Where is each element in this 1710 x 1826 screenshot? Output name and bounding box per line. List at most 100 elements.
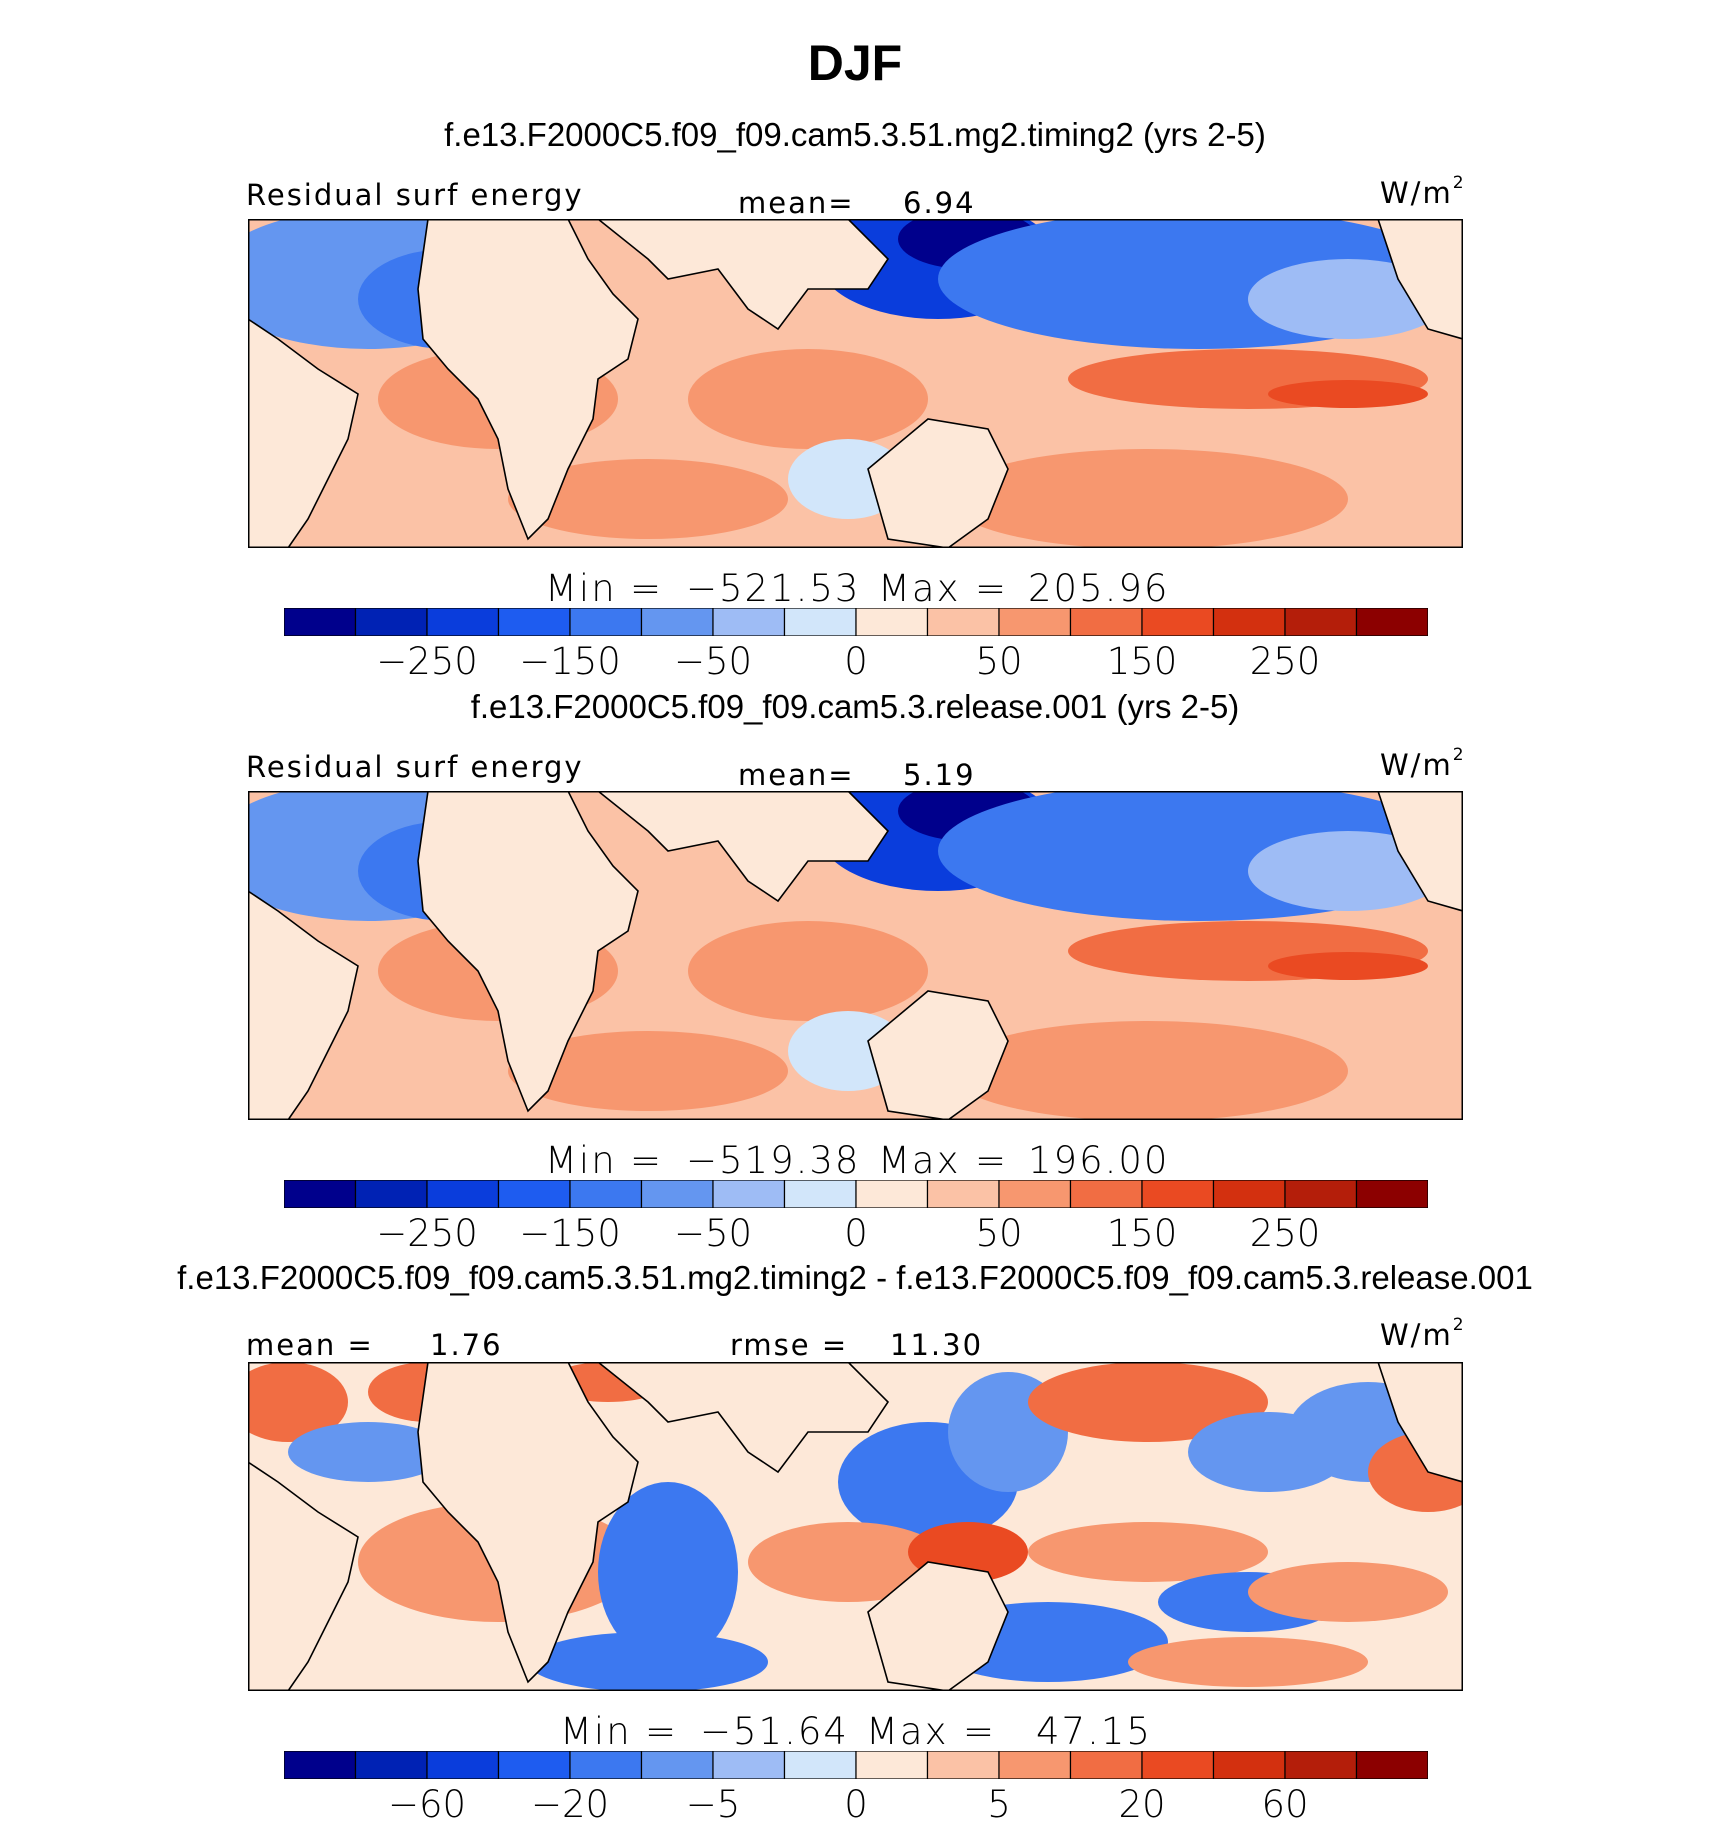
panel-3-colorbar	[284, 1751, 1428, 1779]
colorbar-tick-label: −150	[519, 1212, 621, 1255]
colorbar-tick-label: −5	[685, 1783, 741, 1826]
land-outline	[417, 1362, 639, 1684]
panel-2-map	[248, 791, 1463, 1120]
land-outline	[867, 1561, 1009, 1691]
panel-2-min-value: −519.38	[686, 1139, 861, 1182]
colorbar-tick-label: −50	[673, 640, 753, 683]
colorbar-box	[284, 608, 357, 636]
colorbar-box	[497, 1751, 571, 1779]
colorbar-box	[354, 1180, 428, 1208]
panel-2-min-eq: =	[630, 1139, 664, 1182]
colorbar-box	[569, 608, 643, 636]
figure-title: DJF	[807, 35, 903, 91]
panel-2-variable-label: Residual surf energy	[246, 750, 584, 784]
panel-1-min-eq: =	[630, 567, 664, 610]
panel-3-min-label: Min	[560, 1710, 632, 1753]
panel-1-max-label: Max	[878, 567, 961, 610]
land-outline	[596, 791, 890, 903]
colorbar-box	[855, 1751, 929, 1779]
colorbar-box	[783, 608, 857, 636]
panel-3-rmse-label: rmse =	[730, 1328, 849, 1362]
panel-3-map	[248, 1362, 1463, 1691]
map-frame	[248, 219, 1463, 548]
panel-1-colorbar	[284, 608, 1428, 636]
field-contour	[508, 459, 788, 539]
colorbar-box	[1212, 1751, 1286, 1779]
panel-2-mean-value: 5.19	[903, 758, 976, 792]
panel-2-case-title: f.e13.F2000C5.f09_f09.cam5.3.release.001…	[470, 688, 1240, 725]
field-contour	[1268, 952, 1428, 980]
land-outline	[417, 219, 639, 541]
field-contour	[1028, 1522, 1268, 1582]
colorbar-tick-label: 0	[844, 1783, 868, 1826]
colorbar-box	[284, 1751, 357, 1779]
panel-3-mean-value: 1.76	[430, 1328, 503, 1362]
field-contour	[948, 1021, 1348, 1120]
panel-2-colorbar	[284, 1180, 1428, 1208]
field-contour	[528, 1632, 768, 1691]
colorbar-box	[1141, 1751, 1215, 1779]
panel-2-max-eq: =	[975, 1139, 1009, 1182]
panel-1-map	[248, 219, 1463, 548]
colorbar-tick-label: −60	[387, 1783, 467, 1826]
colorbar-box	[712, 1751, 786, 1779]
colorbar-tick-label: 50	[975, 640, 1023, 683]
colorbar-box	[426, 608, 500, 636]
colorbar-box	[354, 608, 428, 636]
colorbar-box	[712, 1180, 786, 1208]
colorbar-box	[712, 608, 786, 636]
land-outline	[867, 418, 1009, 548]
land-outline	[1377, 791, 1463, 912]
panel-2-mean-label: mean=	[738, 758, 855, 792]
colorbar-box	[926, 608, 1000, 636]
colorbar-box	[1355, 1751, 1428, 1779]
colorbar-tick-label: −150	[519, 640, 621, 683]
colorbar-box	[426, 1180, 500, 1208]
colorbar-box	[1284, 1180, 1358, 1208]
panel-1-variable-label: Residual surf energy	[246, 178, 584, 212]
land-outline	[248, 890, 359, 1120]
colorbar-box	[1212, 608, 1286, 636]
colorbar-box	[855, 1180, 929, 1208]
panel-1-mean-value: 6.94	[903, 186, 976, 220]
field-contour	[948, 449, 1348, 548]
colorbar-box	[497, 1180, 571, 1208]
panel-1-case-title: f.e13.F2000C5.f09_f09.cam5.3.51.mg2.timi…	[444, 116, 1266, 153]
field-contour	[748, 1522, 948, 1602]
colorbar-box	[998, 608, 1072, 636]
colorbar-box	[1355, 608, 1428, 636]
panel-1-max-eq: =	[975, 567, 1009, 610]
panel-2-min-label: Min	[545, 1139, 617, 1182]
panel-1-min-label: Min	[545, 567, 617, 610]
field-contour	[688, 349, 928, 449]
field-contour	[1248, 1562, 1448, 1622]
colorbar-box	[640, 1180, 714, 1208]
colorbar-tick-label: 5	[987, 1783, 1011, 1826]
panel-3-max-label: Max	[866, 1710, 949, 1753]
colorbar-tick-label: 0	[844, 640, 868, 683]
colorbar-box	[926, 1751, 1000, 1779]
colorbar-box	[284, 1180, 357, 1208]
panel-1-mean-label: mean=	[738, 186, 855, 220]
land-outline	[867, 990, 1009, 1120]
colorbar-box	[998, 1180, 1072, 1208]
panel-2-units: W/m2	[1380, 745, 1466, 782]
land-outline	[248, 1461, 359, 1691]
panel-2-max-value: 196.00	[1028, 1139, 1170, 1182]
panel-3-units: W/m2	[1380, 1315, 1466, 1352]
colorbar-tick-label: −20	[530, 1783, 610, 1826]
panel-3-max-value: 47.15	[1036, 1710, 1152, 1753]
colorbar-box	[354, 1751, 428, 1779]
colorbar-box	[1284, 1751, 1358, 1779]
panel-3-mean-label: mean =	[246, 1328, 374, 1362]
land-outline	[417, 791, 639, 1113]
panel-3-max-eq: =	[963, 1710, 997, 1753]
panel-1-max-value: 205.96	[1028, 567, 1170, 610]
colorbar-tick-label: 150	[1106, 1212, 1178, 1255]
colorbar-box	[1141, 1180, 1215, 1208]
colorbar-tick-label: 0	[844, 1212, 868, 1255]
land-outline	[596, 1362, 890, 1474]
colorbar-tick-label: 60	[1261, 1783, 1309, 1826]
field-contour	[508, 1031, 788, 1111]
colorbar-box	[855, 608, 929, 636]
